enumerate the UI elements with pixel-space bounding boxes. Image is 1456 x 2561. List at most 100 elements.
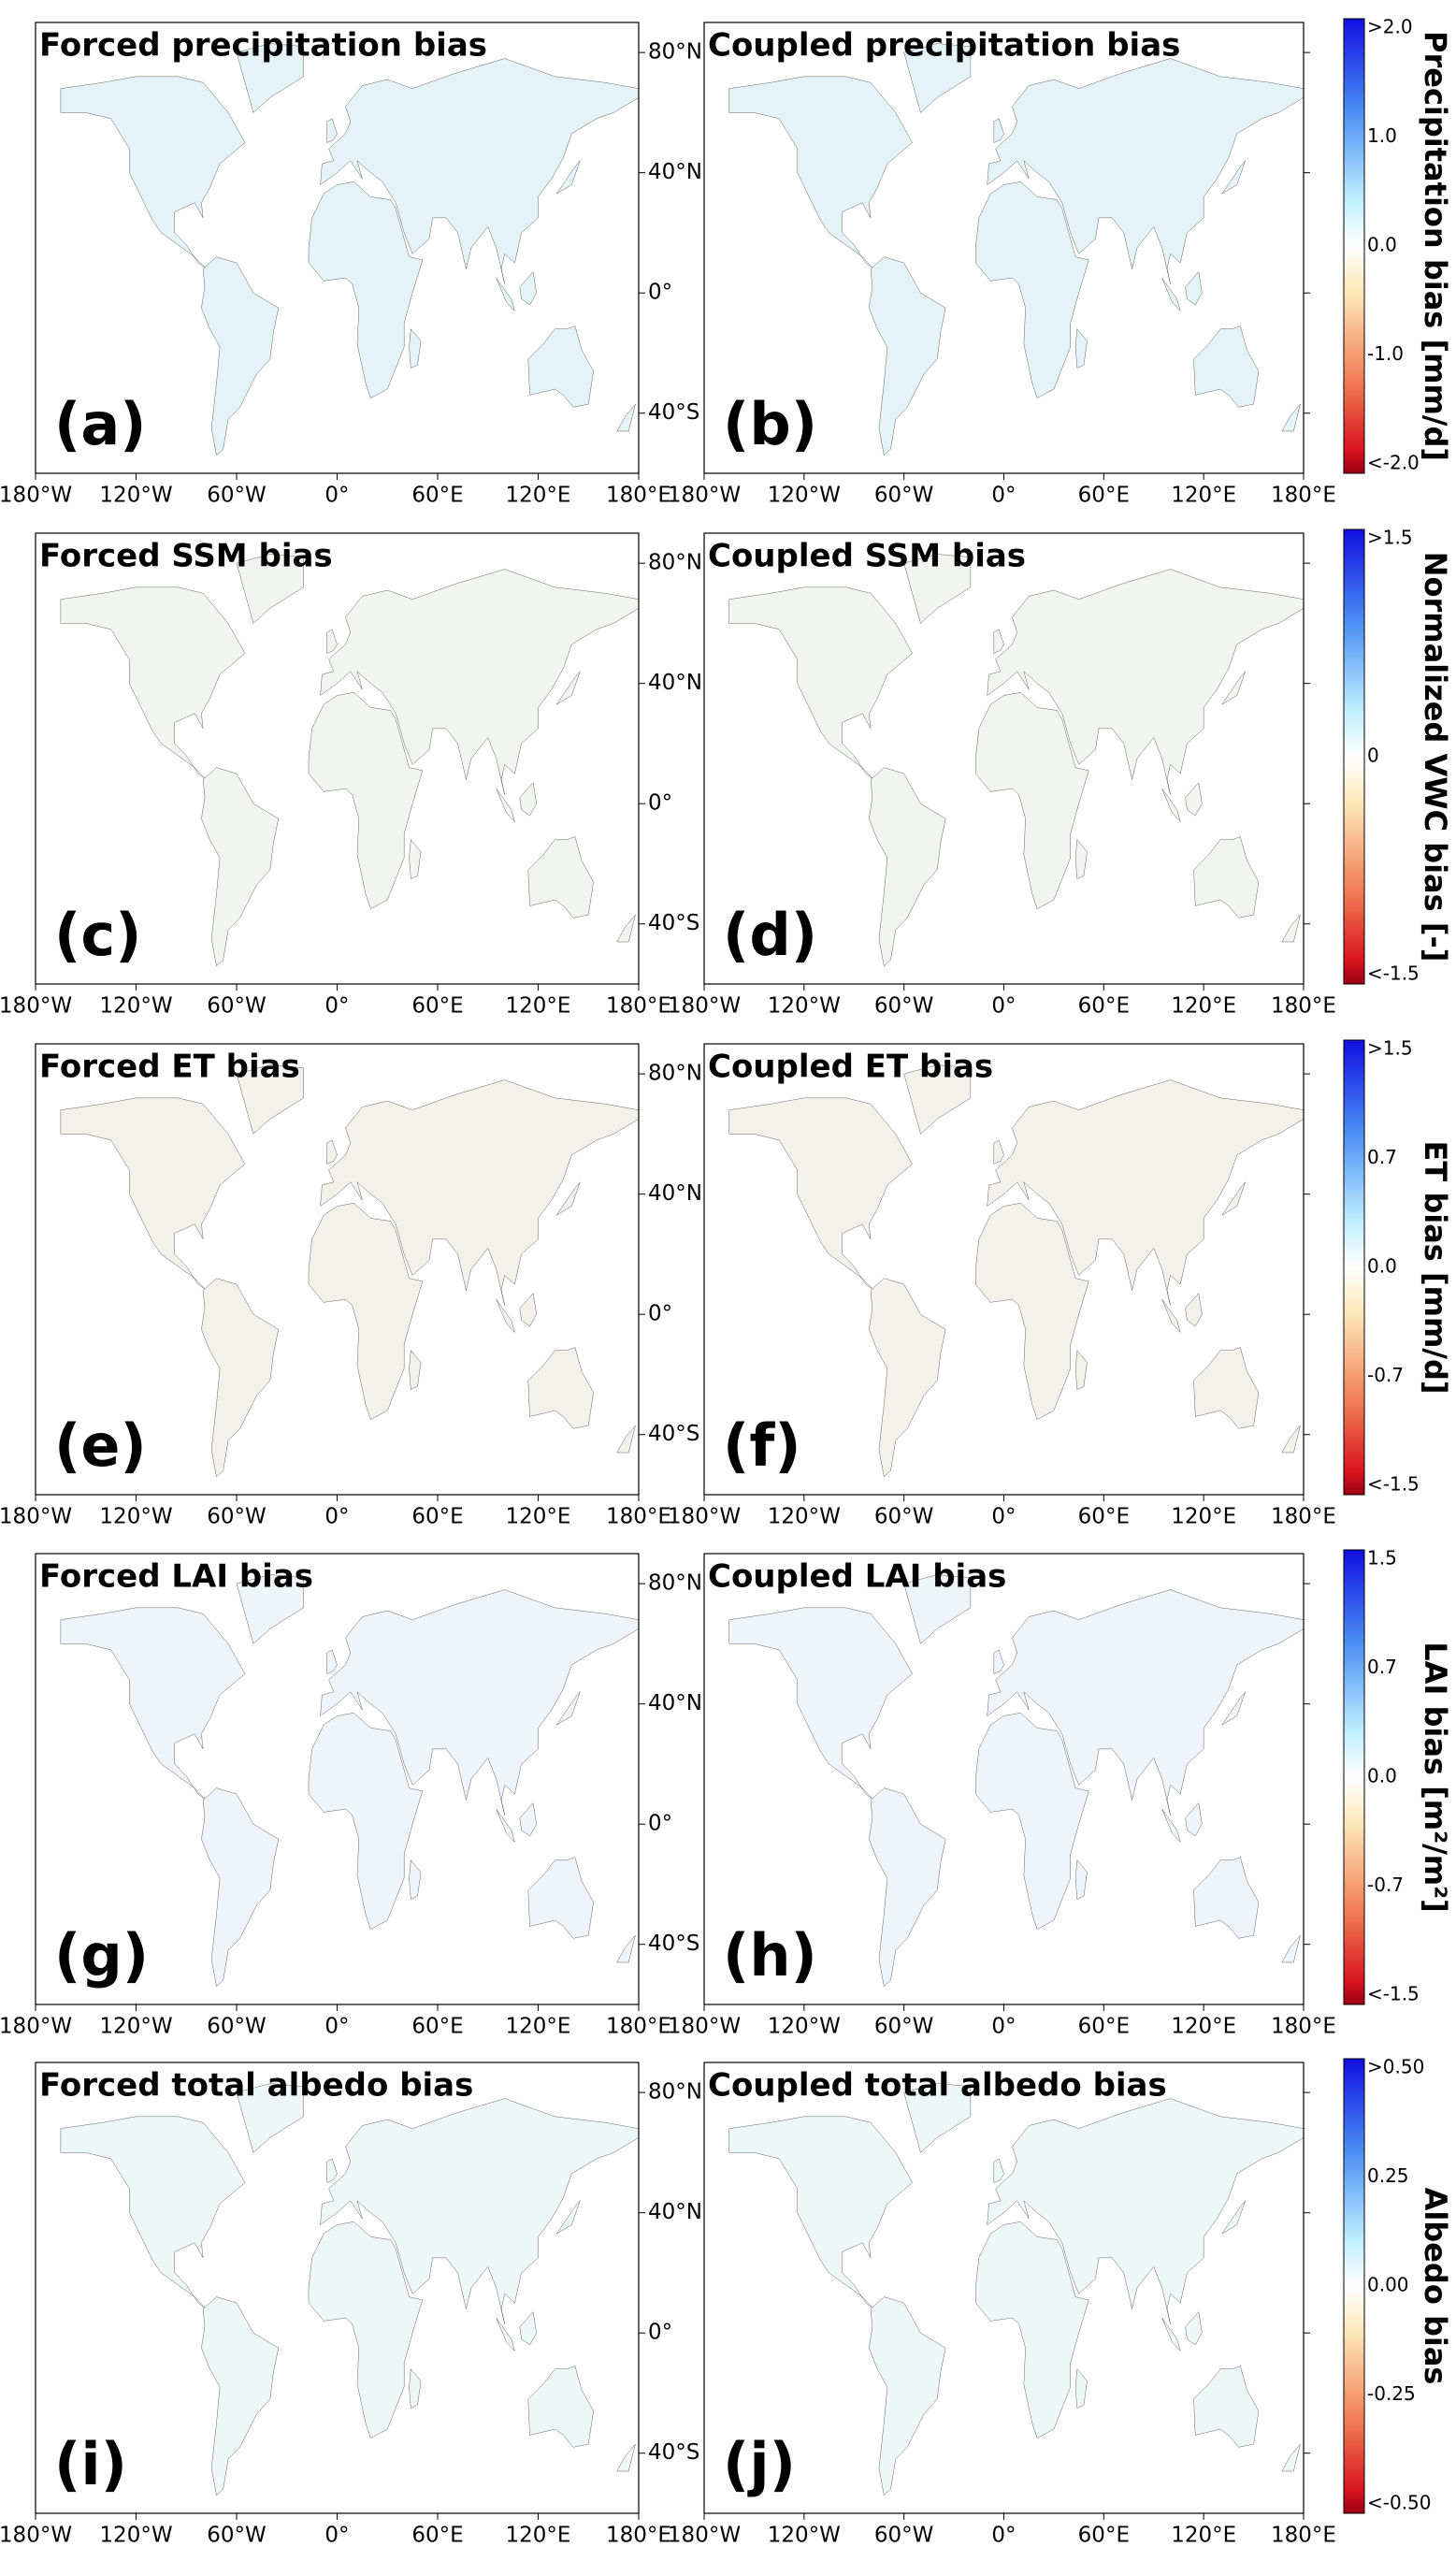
- colorbar: [1343, 2058, 1365, 2514]
- colorbar-tick-label: 0.0: [1367, 1255, 1397, 1278]
- lon-tick-label: 120°E: [1171, 2524, 1236, 2548]
- lat-tick-label: 40°S: [648, 1422, 699, 1446]
- panel-letter: (i): [54, 2430, 127, 2498]
- lon-tick-label: 180°E: [606, 484, 671, 508]
- colorbar-label: ET bias [mm/d]: [1418, 1140, 1453, 1394]
- lon-tick-label: 0°: [324, 484, 349, 508]
- lon-tick-label: 180°E: [606, 994, 671, 1019]
- lon-tick-label: 120°E: [506, 484, 571, 508]
- lon-tick-label: 60°W: [207, 2524, 267, 2548]
- colorbar-label: LAI bias [m²/m²]: [1418, 1642, 1453, 1913]
- lat-tick-label: 40°N: [648, 1181, 702, 1206]
- lon-tick-label: 60°E: [1078, 484, 1130, 508]
- panel-letter: (j): [723, 2430, 796, 2498]
- colorbar-tick-label: 0.7: [1367, 1146, 1397, 1168]
- lon-tick-label: 120°W: [768, 2524, 841, 2548]
- lon-tick-label: 0°: [324, 2015, 349, 2039]
- panel-letter: (e): [54, 1411, 147, 1480]
- lon-tick-label: 180°W: [0, 1505, 72, 1529]
- panel-letter: (b): [723, 390, 817, 458]
- lon-tick-label: 60°E: [411, 994, 463, 1019]
- lon-tick-label: 60°W: [874, 484, 934, 508]
- panel-title: Forced LAI bias: [39, 1558, 313, 1596]
- panel-title: Forced precipitation bias: [39, 27, 487, 65]
- lon-tick-label: 0°: [991, 1505, 1016, 1529]
- lon-tick-label: 180°E: [1271, 2015, 1336, 2039]
- lat-tick-label: 80°N: [648, 551, 702, 575]
- colorbar-label: Albedo bias: [1418, 2188, 1453, 2385]
- lon-tick-label: 0°: [991, 994, 1016, 1019]
- lon-tick-label: 120°E: [1171, 1505, 1236, 1529]
- colorbar-tick-label: 0.0: [1367, 234, 1397, 256]
- panel-title: Coupled precipitation bias: [708, 27, 1180, 65]
- lon-tick-label: 120°W: [768, 484, 841, 508]
- colorbar: [1343, 1549, 1365, 2005]
- lon-tick-label: 180°E: [1271, 994, 1336, 1019]
- colorbar-tick-label: <-1.5: [1367, 1983, 1420, 2005]
- colorbar-tick-label: <-2.0: [1367, 452, 1420, 474]
- lat-tick-label: 80°N: [648, 40, 702, 65]
- colorbar-label: Precipitation bias [mm/d]: [1418, 31, 1453, 461]
- colorbar-tick-label: 0: [1367, 745, 1379, 767]
- panel-title: Coupled SSM bias: [708, 538, 1026, 575]
- lon-tick-label: 60°W: [874, 1505, 934, 1529]
- lon-tick-label: 60°E: [411, 2015, 463, 2039]
- lon-tick-label: 180°W: [668, 1505, 741, 1529]
- colorbar-tick-label: <-1.5: [1367, 962, 1420, 985]
- lon-tick-label: 180°E: [1271, 484, 1336, 508]
- lon-tick-label: 180°W: [0, 994, 72, 1019]
- lat-tick-label: 40°N: [648, 2200, 702, 2224]
- lon-tick-label: 0°: [991, 484, 1016, 508]
- lat-tick-label: 40°S: [648, 2440, 699, 2465]
- lon-tick-label: 120°E: [506, 994, 571, 1019]
- lon-tick-label: 60°E: [411, 484, 463, 508]
- colorbar-tick-label: 1.5: [1367, 1547, 1397, 1570]
- lon-tick-label: 60°W: [874, 2524, 934, 2548]
- lon-tick-label: 0°: [324, 2524, 349, 2548]
- lon-tick-label: 60°E: [411, 1505, 463, 1529]
- colorbar-tick-label: <-0.50: [1367, 2492, 1432, 2514]
- panel-title: Forced SSM bias: [39, 538, 333, 575]
- lon-tick-label: 180°W: [0, 2524, 72, 2548]
- lon-tick-label: 120°W: [99, 2015, 172, 2039]
- colorbar: [1343, 528, 1365, 985]
- lon-tick-label: 180°W: [668, 2015, 741, 2039]
- lat-tick-label: 0°: [648, 1302, 672, 1326]
- lon-tick-label: 0°: [991, 2524, 1016, 2548]
- colorbar-tick-label: <-1.5: [1367, 1473, 1420, 1496]
- lat-tick-label: 40°S: [648, 1932, 699, 1956]
- panel-title: Coupled ET bias: [708, 1049, 993, 1086]
- colorbar: [1343, 1039, 1365, 1496]
- lon-tick-label: 120°W: [99, 484, 172, 508]
- lon-tick-label: 60°W: [207, 484, 267, 508]
- colorbar-tick-label: >0.50: [1367, 2056, 1424, 2078]
- panel-title: Coupled LAI bias: [708, 1558, 1006, 1596]
- lon-tick-label: 180°E: [606, 1505, 671, 1529]
- lon-tick-label: 180°E: [1271, 1505, 1336, 1529]
- lon-tick-label: 180°W: [0, 2015, 72, 2039]
- colorbar-tick-label: >1.5: [1367, 527, 1413, 549]
- lat-tick-label: 40°N: [648, 160, 702, 184]
- panel-letter: (a): [54, 390, 147, 458]
- lon-tick-label: 60°E: [1078, 2015, 1130, 2039]
- lon-tick-label: 0°: [324, 994, 349, 1019]
- lon-tick-label: 60°W: [874, 994, 934, 1019]
- colorbar-tick-label: -0.25: [1367, 2382, 1416, 2405]
- lat-tick-label: 0°: [648, 281, 672, 305]
- lon-tick-label: 180°E: [606, 2524, 671, 2548]
- panel-letter: (c): [54, 901, 141, 969]
- lon-tick-label: 180°W: [668, 994, 741, 1019]
- lon-tick-label: 60°W: [874, 2015, 934, 2039]
- lon-tick-label: 120°W: [768, 1505, 841, 1529]
- colorbar: [1343, 18, 1365, 474]
- colorbar-tick-label: 0.0: [1367, 1765, 1397, 1787]
- colorbar-tick-label: >1.5: [1367, 1037, 1413, 1060]
- colorbar-tick-label: 1.0: [1367, 124, 1397, 147]
- lat-tick-label: 80°N: [648, 2080, 702, 2105]
- panel-letter: (h): [723, 1921, 817, 1989]
- colorbar-tick-label: -0.7: [1367, 1364, 1404, 1386]
- lon-tick-label: 120°W: [99, 2524, 172, 2548]
- lon-tick-label: 120°W: [768, 994, 841, 1019]
- lon-tick-label: 120°E: [1171, 994, 1236, 1019]
